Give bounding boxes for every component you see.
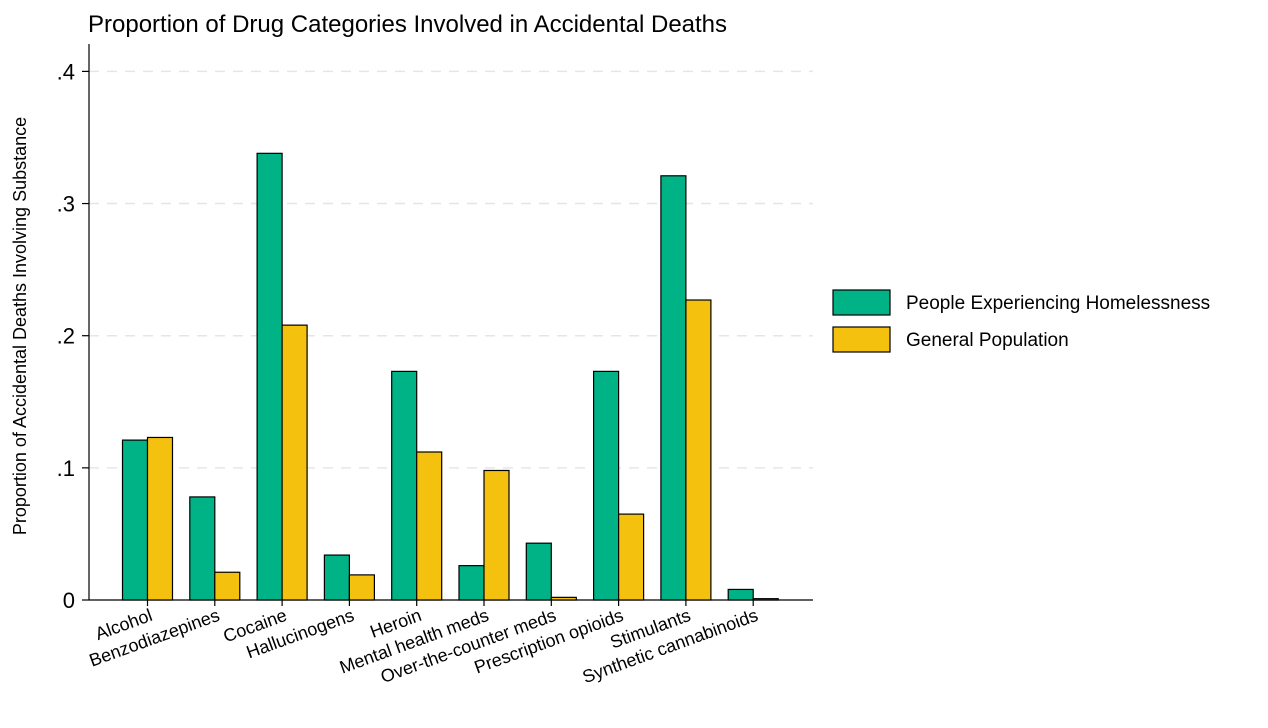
- bar-homeless-4: [391, 370, 418, 601]
- bar-general-8: [685, 299, 712, 601]
- legend-swatch-general: [832, 326, 891, 353]
- legend-label-homeless: People Experiencing Homelessness: [906, 293, 1210, 314]
- x-tick-labels: AlcoholBenzodiazepinesCocaineHallucinoge…: [86, 605, 760, 687]
- bar-homeless-1: [189, 496, 216, 601]
- y-tick-label: .4: [57, 59, 75, 84]
- y-axis-label: Proportion of Accidental Deaths Involvin…: [10, 117, 30, 535]
- chart-title: Proportion of Drug Categories Involved i…: [88, 11, 727, 38]
- y-tick-label: 0: [63, 588, 75, 613]
- bar-general-3: [348, 574, 375, 601]
- bar-general-5: [483, 469, 510, 601]
- y-tick-label: .3: [57, 192, 75, 217]
- bar-homeless-2: [256, 152, 283, 601]
- bar-homeless-7: [592, 370, 620, 601]
- y-tick-label: .1: [57, 456, 75, 481]
- legend-label-general: General Population: [906, 330, 1069, 351]
- bar-general-7: [617, 513, 645, 601]
- bar-homeless-0: [121, 439, 149, 601]
- bar-homeless-8: [660, 175, 687, 601]
- bar-general-1: [214, 571, 241, 601]
- legend: People Experiencing Homelessness General …: [832, 289, 1210, 353]
- bar-homeless-5: [458, 565, 485, 601]
- bars: [121, 152, 779, 601]
- bar-general-2: [281, 324, 308, 601]
- bar-homeless-6: [525, 542, 552, 601]
- bar-general-4: [416, 451, 443, 601]
- bar-homeless-3: [323, 554, 350, 601]
- axes: 0 .1 .2 .3 .4: [57, 44, 813, 613]
- bar-general-9: [752, 598, 779, 601]
- bar-general-6: [550, 596, 577, 601]
- legend-swatch-homeless: [832, 289, 891, 316]
- y-tick-label: .2: [57, 324, 75, 349]
- bar-homeless-9: [727, 588, 754, 601]
- bar-general-0: [146, 436, 174, 601]
